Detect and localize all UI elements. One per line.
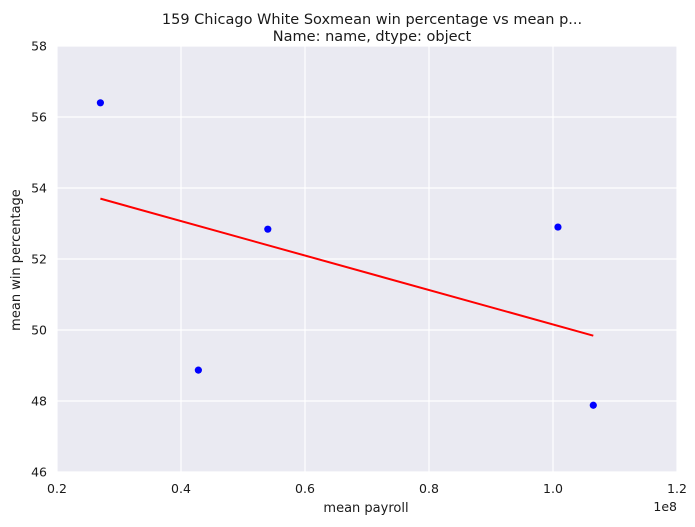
data-point — [589, 401, 597, 409]
y-tick-labels: 46 48 50 52 54 56 58 — [31, 39, 47, 480]
y-tick-label: 56 — [31, 110, 47, 125]
y-tick-label: 50 — [31, 323, 47, 338]
y-tick-label: 48 — [31, 394, 47, 409]
data-point — [264, 225, 272, 233]
x-tick-label: 0.8 — [419, 481, 439, 496]
trend-line — [100, 197, 594, 337]
x-tick-labels: 0.2 0.4 0.6 0.8 1.0 1.2 — [47, 481, 687, 496]
x-tick-label: 0.6 — [295, 481, 315, 496]
chart-title-line1: 159 Chicago White Soxmean win percentage… — [162, 12, 582, 28]
y-tick-label: 52 — [31, 252, 47, 267]
data-point — [554, 223, 562, 231]
x-offset-label: 1e8 — [653, 499, 677, 514]
x-tick-label: 1.0 — [543, 481, 563, 496]
y-tick-label: 46 — [31, 465, 47, 480]
data-points — [96, 99, 597, 409]
y-axis-label: mean win percentage — [9, 189, 24, 331]
chart-title-line2: Name: name, dtype: object — [273, 29, 472, 45]
y-tick-label: 58 — [31, 39, 47, 54]
x-tick-label: 0.4 — [171, 481, 191, 496]
data-point — [96, 99, 104, 107]
data-point — [194, 366, 202, 374]
grid-lines — [56, 45, 678, 473]
x-tick-label: 0.2 — [47, 481, 67, 496]
y-tick-label: 54 — [31, 181, 47, 196]
x-tick-label: 1.2 — [667, 481, 687, 496]
x-axis-label: mean payroll — [323, 501, 408, 516]
